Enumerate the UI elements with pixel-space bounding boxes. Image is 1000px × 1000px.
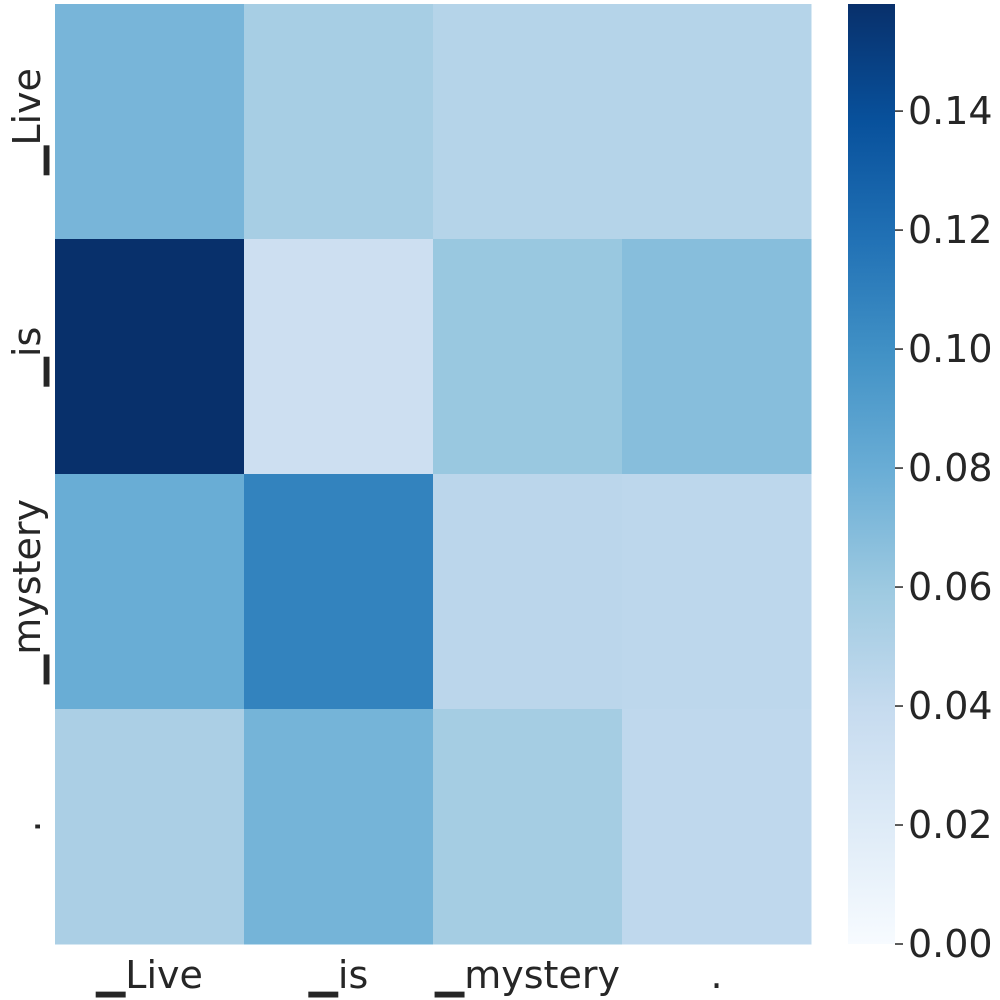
- colorbar-tick-label: 0.00: [908, 922, 993, 966]
- x-tick-label: .: [710, 953, 722, 997]
- heatmap-cell: [433, 474, 623, 710]
- x-tick-label: ▁is: [308, 953, 369, 998]
- colorbar-tick-label: 0.14: [908, 89, 993, 133]
- heatmap-cell: [55, 239, 245, 475]
- y-tick-labels: ▁Live ▁is ▁mystery.: [5, 68, 50, 832]
- x-tick-labels: ▁Live ▁is ▁mystery.: [95, 953, 722, 998]
- x-tick-label: ▁Live: [95, 953, 203, 998]
- y-tick-label: ▁is: [5, 327, 50, 388]
- heatmap-cell: [622, 474, 812, 710]
- heatmap-cell: [622, 239, 812, 475]
- heatmap-cell: [433, 709, 623, 945]
- y-tick-label: ▁mystery: [5, 499, 50, 685]
- heatmap-cell: [622, 709, 812, 945]
- colorbar-tick-label: 0.12: [908, 208, 993, 252]
- heatmap-cell: [433, 4, 623, 240]
- colorbar-tick-label: 0.06: [908, 565, 993, 609]
- x-tick-label: ▁mystery: [434, 953, 620, 998]
- heatmap-cell: [55, 709, 245, 945]
- heatmap-cell: [244, 239, 434, 475]
- heatmap-cell: [55, 4, 245, 240]
- heatmap-cell: [622, 4, 812, 240]
- colorbar-gradient: [848, 4, 895, 944]
- y-tick-label: .: [5, 820, 49, 832]
- heatmap-cell: [55, 474, 245, 710]
- heatmap-cell: [244, 709, 434, 945]
- colorbar-tick-label: 0.04: [908, 684, 993, 728]
- colorbar: 0.00 0.02 0.04 0.06 0.08 0.10 0.12 0.14: [848, 4, 993, 966]
- colorbar-tick-label: 0.08: [908, 446, 993, 490]
- y-tick-label: ▁Live: [5, 68, 50, 176]
- heatmap-cells: [55, 4, 812, 945]
- heatmap-cell: [244, 474, 434, 710]
- colorbar-tick-label: 0.10: [908, 327, 993, 371]
- colorbar-tick-label: 0.02: [908, 803, 993, 847]
- heatmap-cell: [244, 4, 434, 240]
- heatmap-cell: [433, 239, 623, 475]
